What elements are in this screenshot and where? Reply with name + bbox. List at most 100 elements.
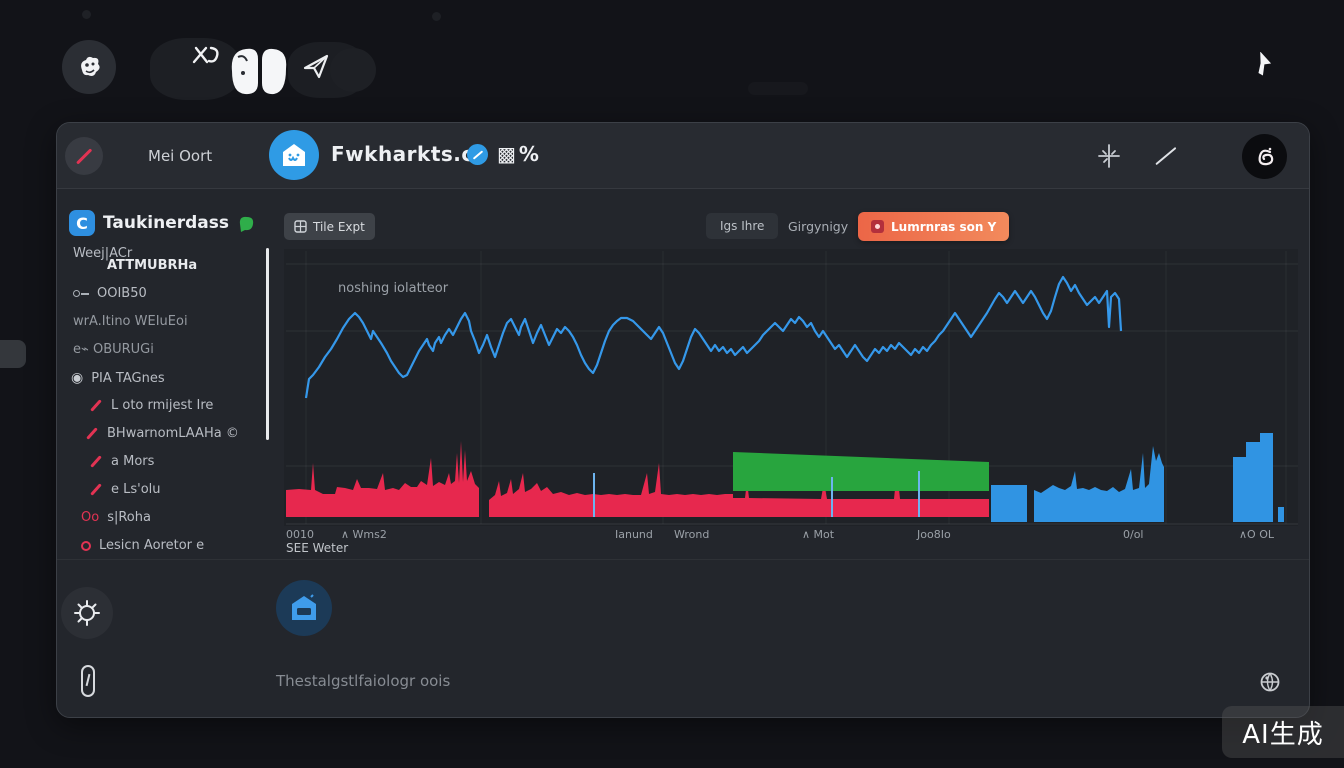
header-user-label: Mei Oort <box>148 147 213 165</box>
chart-annotation: noshing iolatteor <box>338 281 449 296</box>
primary-action-label: Lumrnras son Y <box>891 219 997 234</box>
chart-canvas <box>286 251 1298 525</box>
sidebar-item-label: a Mors <box>111 454 155 469</box>
sidebar-item-label: e⌁ OBURUGi <box>73 342 154 357</box>
verified-badge <box>467 144 488 165</box>
sidebar-item-7[interactable]: a Mors <box>89 454 154 469</box>
target-icon: ◉ <box>71 370 84 386</box>
sidebar-item-10[interactable]: Lesicn Aoretor e <box>81 538 204 553</box>
sidebar-item-label: OOIB50 <box>97 286 147 301</box>
sidebar-item-0[interactable]: Weej|ACr ATTMUBRHa <box>73 246 197 273</box>
language-button[interactable] <box>1259 671 1281 693</box>
sidebar-item-5[interactable]: L oto rmijest Ire <box>89 398 213 413</box>
oo-icon: Oo <box>81 510 100 525</box>
alert-square-icon <box>871 220 884 233</box>
red-activity-1 <box>286 441 479 517</box>
red-activity-3 <box>733 469 989 517</box>
sidebar-item-label: ВHwarnomLAAHa © <box>107 426 239 441</box>
home-shortcut[interactable] <box>276 580 332 636</box>
section-divider <box>57 559 1309 560</box>
sidebar-item-3[interactable]: e⌁ OBURUGi <box>73 342 154 357</box>
blue-block-b <box>1034 446 1164 522</box>
sidebar-item-label: s|Roha <box>107 510 151 525</box>
w-blob-icon <box>231 48 287 95</box>
ai-watermark-text: AI生成 <box>1242 719 1324 750</box>
sidebar-item-4[interactable]: ◉ PIA TAGnes <box>71 370 165 386</box>
title-suffix-glyphs: ▩% <box>497 142 542 166</box>
tab-igs-ihre[interactable]: Igs Ihre <box>706 213 779 239</box>
red-slash-icon <box>90 399 102 412</box>
top-right-cursor[interactable] <box>1252 52 1284 86</box>
sidebar-item-label: Lesicn Aoretor e <box>99 538 205 553</box>
header-home-button[interactable] <box>269 130 319 180</box>
sidebar-item-label: Weej|ACr <box>73 246 133 261</box>
sidebar-item-6[interactable]: ВHwarnomLAAHa © <box>85 426 239 441</box>
tile-export-button[interactable]: Tile Expt <box>284 213 375 240</box>
taskbar-xd-mark[interactable] <box>192 44 222 66</box>
gear-icon <box>74 600 100 626</box>
pill-notch <box>85 673 91 687</box>
cursor-icon <box>1258 52 1272 76</box>
bg-edge-tab <box>0 340 26 368</box>
pill-indicator[interactable] <box>81 665 95 697</box>
blue-home-icon <box>292 594 316 620</box>
x-tick-1: ∧ Wms2 <box>341 528 387 541</box>
x-tick-7: ∧O OL <box>1239 528 1274 541</box>
main-window: Mei Oort Fwkharkts.co ▩% <box>56 122 1310 718</box>
tab-girgynigy[interactable]: Girgynigy <box>788 213 848 239</box>
primary-action-button[interactable]: Lumrnras son Y <box>858 212 1010 241</box>
bg-dot <box>82 10 91 19</box>
tile-grid-icon <box>294 220 307 233</box>
avatar-glyph-icon <box>1258 147 1273 165</box>
x-tick-4: ∧ Mot <box>802 528 835 541</box>
taskbar-plane[interactable] <box>302 52 330 80</box>
x-tick-5: Joo8Io <box>917 528 951 541</box>
tab2-label: Girgynigy <box>788 218 849 234</box>
sidebar-item-1[interactable]: OOIB50 <box>73 286 147 301</box>
sidebar: C Taukinerdass Weej|ACr ATTMUBRHa OOIB50 wr… <box>57 190 273 590</box>
bg-dot <box>432 12 441 21</box>
header-avatar-slash[interactable] <box>65 137 103 175</box>
brand-badge-icon <box>239 216 254 232</box>
key-icon <box>73 290 89 297</box>
sidebar-item-label: L oto rmijest Ire <box>111 398 214 413</box>
x-tick-3: Wrond <box>674 528 710 541</box>
home-icon <box>283 144 305 166</box>
xd-icon <box>192 46 219 64</box>
red-slash-icon <box>86 427 98 440</box>
brand-icon: C <box>69 210 95 236</box>
sidebar-item-sublabel: ATTMUBRHa <box>107 258 198 273</box>
brand-label: Taukinerdass <box>103 213 230 233</box>
tab1-label: Igs Ihre <box>720 219 765 233</box>
ai-watermark: AI生成 <box>1222 706 1344 758</box>
globe-icon <box>1260 672 1280 692</box>
sidebar-item-9[interactable]: Oo s|Roha <box>81 510 151 525</box>
bg-dot <box>748 82 808 95</box>
profile-avatar[interactable] <box>1242 134 1287 179</box>
sidebar-item-label: wrA.Itino WEIuEoi <box>73 314 188 329</box>
sidebar-brand[interactable]: C Taukinerdass <box>69 210 256 236</box>
taskbar-w-blob[interactable] <box>228 43 290 99</box>
x-tick-2: Ianund <box>615 528 653 541</box>
crosshair-icon <box>1098 144 1120 168</box>
blue-small <box>1278 507 1284 522</box>
red-slash-icon <box>90 483 102 496</box>
sidebar-item-2[interactable]: wrA.Itino WEIuEoi <box>73 314 188 329</box>
red-activity-2 <box>489 463 733 517</box>
taskbar-app-creature[interactable] <box>62 40 116 94</box>
red-slash-icon <box>76 148 92 164</box>
sidebar-item-label: e Ls'olu <box>111 482 161 497</box>
blue-tick <box>918 471 920 517</box>
sidebar-item-label: PIA TAGnes <box>91 370 165 386</box>
blue-tick <box>831 477 833 517</box>
settings-button[interactable] <box>61 587 113 639</box>
blue-tall-steps <box>1233 433 1273 522</box>
red-ring-icon <box>81 540 91 551</box>
tile-export-label: Tile Expt <box>313 219 365 234</box>
footer-text: Thestalgstlfaiologr oois <box>276 672 451 690</box>
crosshair-tool-button[interactable] <box>1097 143 1121 169</box>
bg-blob <box>330 48 376 92</box>
sidebar-scrollbar[interactable] <box>266 248 269 440</box>
sidebar-item-8[interactable]: e Ls'olu <box>89 482 161 497</box>
slash-tool-button[interactable] <box>1153 145 1179 166</box>
